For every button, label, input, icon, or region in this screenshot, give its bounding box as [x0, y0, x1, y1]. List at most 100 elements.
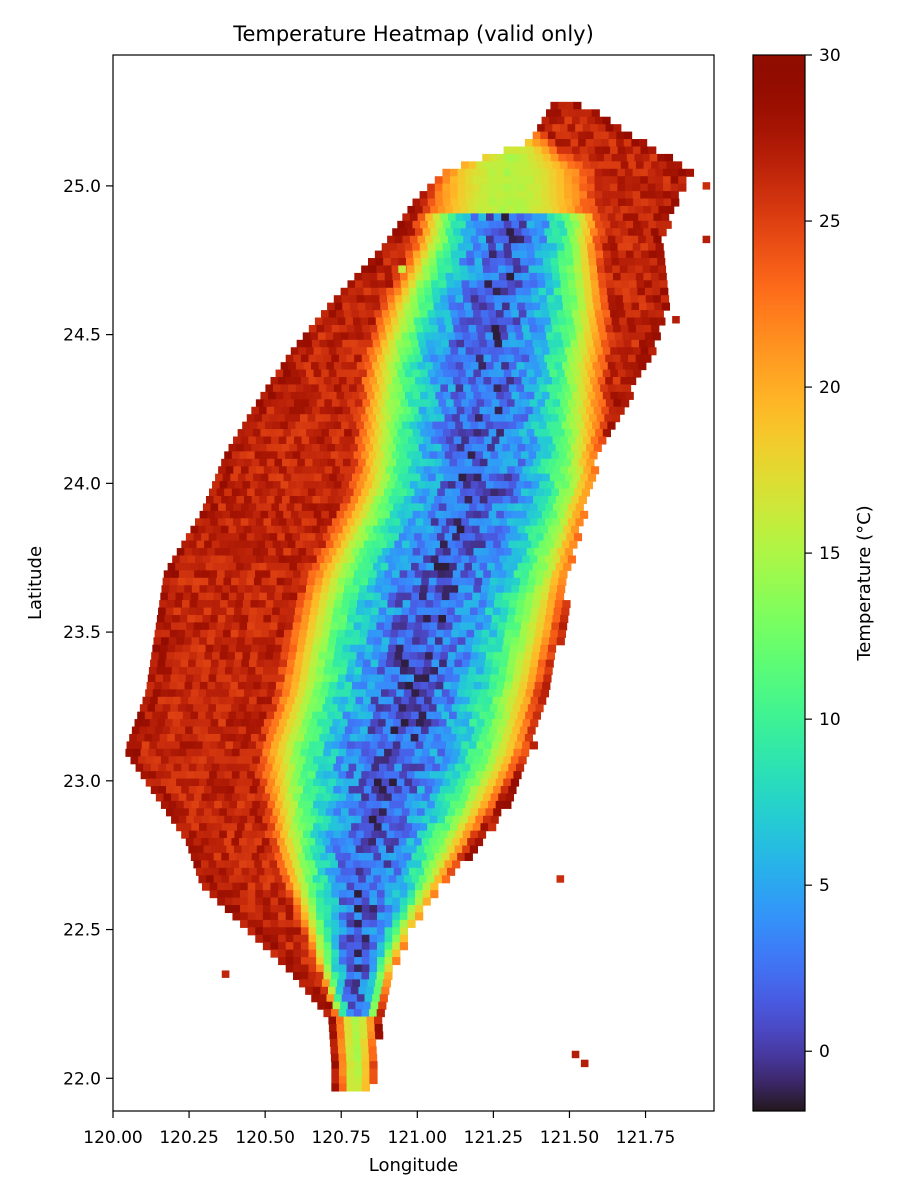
heat-cell — [422, 771, 431, 780]
heat-cell — [488, 191, 497, 200]
heat-cell — [360, 533, 370, 542]
heat-cell — [379, 600, 389, 609]
heat-cell — [430, 324, 439, 333]
heat-cell — [258, 562, 268, 571]
heat-cell — [358, 592, 367, 601]
heat-cell — [427, 191, 436, 200]
heat-cell — [577, 384, 586, 393]
heat-cell — [625, 146, 634, 155]
heat-cell — [323, 971, 332, 980]
heat-cell — [515, 659, 524, 668]
heat-cell — [429, 533, 438, 542]
heat-cell — [535, 577, 544, 586]
heat-cell — [147, 674, 156, 683]
heat-cell — [300, 622, 309, 631]
heat-cell — [300, 942, 310, 951]
heat-cell — [605, 161, 614, 170]
heat-cell — [530, 719, 539, 728]
heat-cell — [444, 704, 453, 713]
heat-cell — [595, 391, 604, 400]
heat-cell — [487, 525, 496, 534]
heat-cell — [408, 845, 418, 854]
heat-cell — [648, 146, 657, 155]
heat-cell — [234, 808, 243, 817]
heat-cell — [396, 495, 405, 505]
heat-cell — [396, 592, 405, 601]
heat-cell — [506, 555, 516, 564]
heat-cell — [191, 548, 201, 557]
heat-cell — [511, 243, 520, 252]
heat-cell — [498, 771, 507, 780]
heat-cell — [488, 176, 497, 185]
heat-cell — [356, 384, 365, 393]
heat-cell — [552, 399, 561, 408]
heat-cell — [213, 495, 222, 505]
heat-cell — [207, 585, 216, 594]
heat-cell — [346, 748, 355, 757]
heat-cell — [143, 763, 152, 772]
heat-cell — [211, 786, 220, 795]
heat-cell — [209, 667, 218, 676]
heat-cell — [207, 681, 216, 690]
heat-cell — [477, 607, 486, 616]
heat-cell — [600, 213, 609, 222]
heat-cell — [348, 763, 357, 772]
heat-cell — [363, 845, 372, 854]
heat-cell — [345, 704, 354, 713]
heat-cell — [499, 466, 508, 475]
heat-cell — [280, 808, 289, 817]
heat-cell — [407, 919, 416, 928]
heat-cell — [464, 406, 473, 415]
heat-cell — [516, 295, 525, 304]
heat-cell — [491, 161, 500, 170]
heat-cell — [443, 629, 452, 638]
heat-cell — [136, 733, 146, 742]
heat-cell — [157, 696, 166, 705]
heat-cell — [497, 577, 506, 586]
heat-cell — [294, 466, 303, 475]
heat-cell — [327, 592, 336, 601]
heat-cell — [356, 421, 365, 430]
heat-cell — [537, 436, 546, 445]
heat-cell — [513, 622, 522, 631]
heat-cell — [139, 704, 149, 713]
heat-cell — [417, 830, 426, 839]
heat-cell — [548, 176, 558, 185]
heat-cell — [245, 726, 255, 735]
heat-cell — [326, 481, 335, 490]
heat-cell — [275, 778, 284, 787]
heat-cell — [502, 562, 511, 571]
heat-cell — [487, 458, 496, 467]
heat-cell — [159, 733, 168, 742]
heat-cell — [525, 711, 534, 720]
heat-cell — [249, 607, 258, 616]
heat-cell — [226, 607, 235, 616]
heat-cell — [488, 347, 497, 356]
heat-cell — [482, 317, 491, 326]
heat-cell — [519, 629, 528, 638]
heat-cell — [474, 704, 483, 713]
heat-cell — [450, 250, 460, 259]
heat-cell — [228, 525, 237, 534]
heat-cell — [594, 310, 604, 319]
heat-cell — [248, 555, 257, 564]
heat-cell — [528, 451, 537, 460]
heat-cell — [455, 421, 464, 430]
heat-cell — [474, 414, 484, 423]
heat-cell — [463, 481, 472, 490]
heat-cell — [247, 912, 256, 921]
heat-cell — [628, 377, 637, 386]
heat-cell — [366, 369, 376, 378]
heat-cell — [506, 324, 515, 333]
heat-cell — [292, 748, 301, 757]
heat-cell — [344, 1023, 353, 1033]
heat-cell — [435, 391, 444, 400]
heat-cell — [403, 495, 412, 505]
heat-cell — [396, 243, 406, 252]
heat-cell — [158, 763, 167, 772]
heat-cell — [369, 614, 379, 624]
heat-cell — [236, 443, 245, 452]
heat-cell — [472, 637, 482, 646]
heat-cell — [386, 540, 395, 549]
heat-cell — [411, 525, 420, 534]
